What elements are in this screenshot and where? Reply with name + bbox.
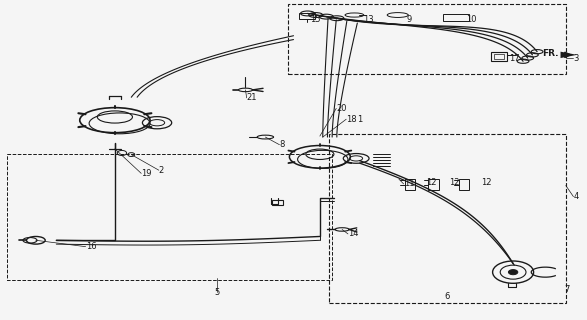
Text: 10: 10 (466, 15, 477, 24)
Text: 12: 12 (426, 178, 436, 187)
Bar (299, 13, 315, 20)
Text: 18: 18 (346, 115, 357, 124)
Text: 1: 1 (357, 115, 362, 124)
Text: 4: 4 (573, 192, 579, 201)
Bar (491, 52, 507, 60)
Text: FR.: FR. (542, 49, 558, 59)
Text: 16: 16 (86, 242, 96, 251)
Text: 2: 2 (159, 166, 164, 175)
Bar (288, 4, 566, 74)
Text: 21: 21 (247, 93, 257, 102)
Text: 14: 14 (348, 229, 359, 238)
Text: 6: 6 (444, 292, 450, 301)
Bar (405, 179, 416, 190)
Bar (428, 179, 438, 190)
Text: 9: 9 (407, 15, 411, 24)
Text: 12: 12 (481, 178, 491, 187)
Text: 12: 12 (449, 178, 460, 187)
Text: 15: 15 (311, 15, 321, 24)
Bar (494, 54, 504, 59)
Bar (443, 14, 469, 21)
Text: 20: 20 (336, 104, 347, 113)
Text: 5: 5 (215, 288, 220, 297)
Bar (272, 200, 283, 205)
Polygon shape (561, 52, 577, 58)
Bar (458, 179, 469, 190)
Text: 17: 17 (509, 53, 519, 62)
Bar (329, 134, 566, 303)
Text: 8: 8 (279, 140, 285, 149)
Text: 7: 7 (564, 285, 569, 294)
Text: 11: 11 (404, 180, 414, 188)
Text: 19: 19 (141, 169, 152, 178)
Text: 3: 3 (573, 53, 579, 62)
Text: 13: 13 (363, 15, 374, 24)
Circle shape (508, 270, 518, 275)
